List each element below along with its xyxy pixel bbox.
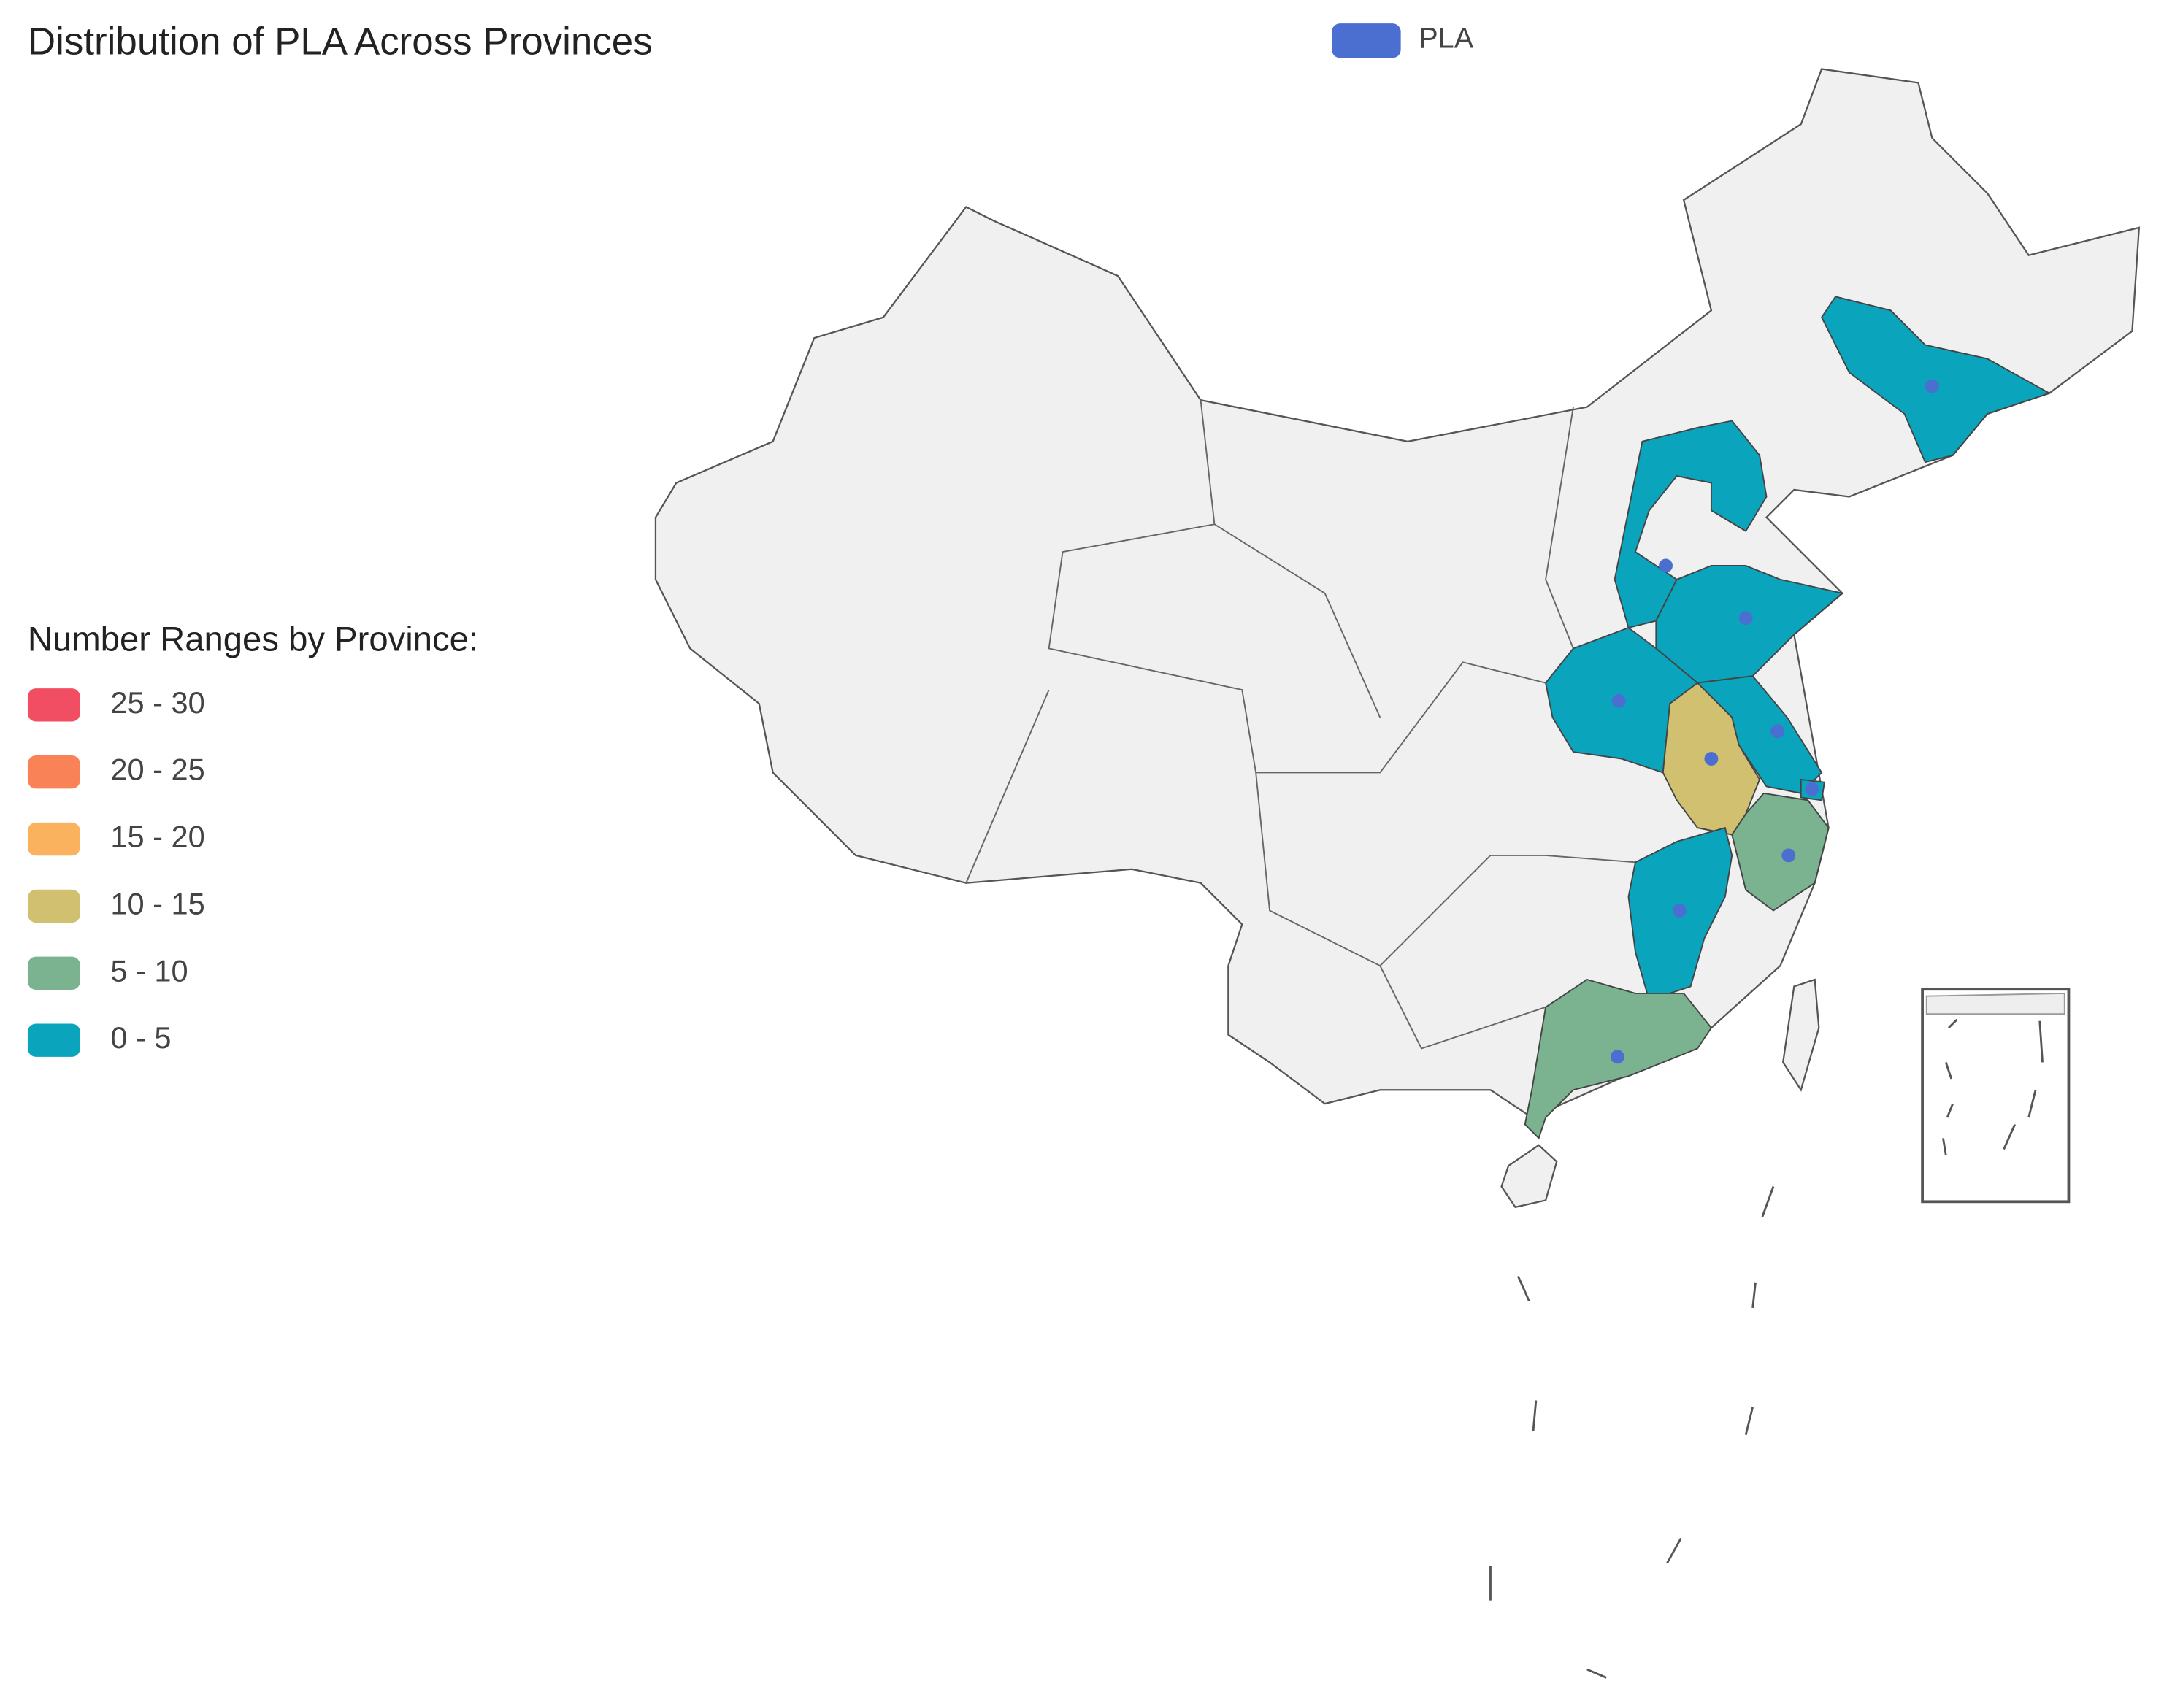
internal-borders [965,400,1636,1050]
map [654,68,2141,1209]
country-outline [654,68,2141,1119]
legend-swatch[interactable] [1332,23,1401,58]
visual-map-swatch[interactable] [27,688,80,722]
chart-title: Distribution of PLA Across Provinces [28,20,653,63]
visual-map-label: 5 - 10 [110,953,188,988]
south-sea-dashes [1489,1186,1775,1679]
province-dot [1781,848,1796,863]
inset [1921,988,2071,1204]
province[interactable] [1614,420,1768,629]
province-dot [1610,1050,1624,1064]
visual-map-label: 10 - 15 [110,886,204,920]
visual-map-label: 25 - 30 [110,685,204,720]
visual-map: 25 - 30 20 - 25 15 - 20 10 - 15 5 - 10 0 - 5 [27,685,205,1057]
visual-map-swatch[interactable] [27,889,80,923]
province-dot [1672,904,1687,918]
island [1500,1144,1558,1209]
legend-label[interactable]: PLA [1419,22,1474,54]
visual-map-swatch[interactable] [27,1023,80,1057]
province-dot [1925,379,1939,393]
province-dot [1805,782,1819,796]
province-dot [1611,693,1626,708]
province[interactable] [1731,792,1830,912]
inset-land [1925,992,2065,1015]
visual-map-swatch[interactable] [27,822,80,856]
inset-islands [1942,1018,2044,1155]
province-dot [1770,724,1785,739]
province-dot [1704,752,1719,766]
province[interactable] [1821,296,2052,463]
visual-map-label: 0 - 5 [110,1020,171,1055]
province-dot [1659,558,1673,573]
province-dot [1738,611,1753,626]
visual-map-swatch[interactable] [27,755,80,789]
visual-map-label: 15 - 20 [110,820,204,854]
visual-map-title: Number Ranges by Province: [28,620,478,658]
visual-map-swatch[interactable] [27,956,80,990]
visual-map-label: 20 - 25 [110,753,204,787]
island [1782,978,1820,1092]
inset-frame [1921,988,2071,1204]
